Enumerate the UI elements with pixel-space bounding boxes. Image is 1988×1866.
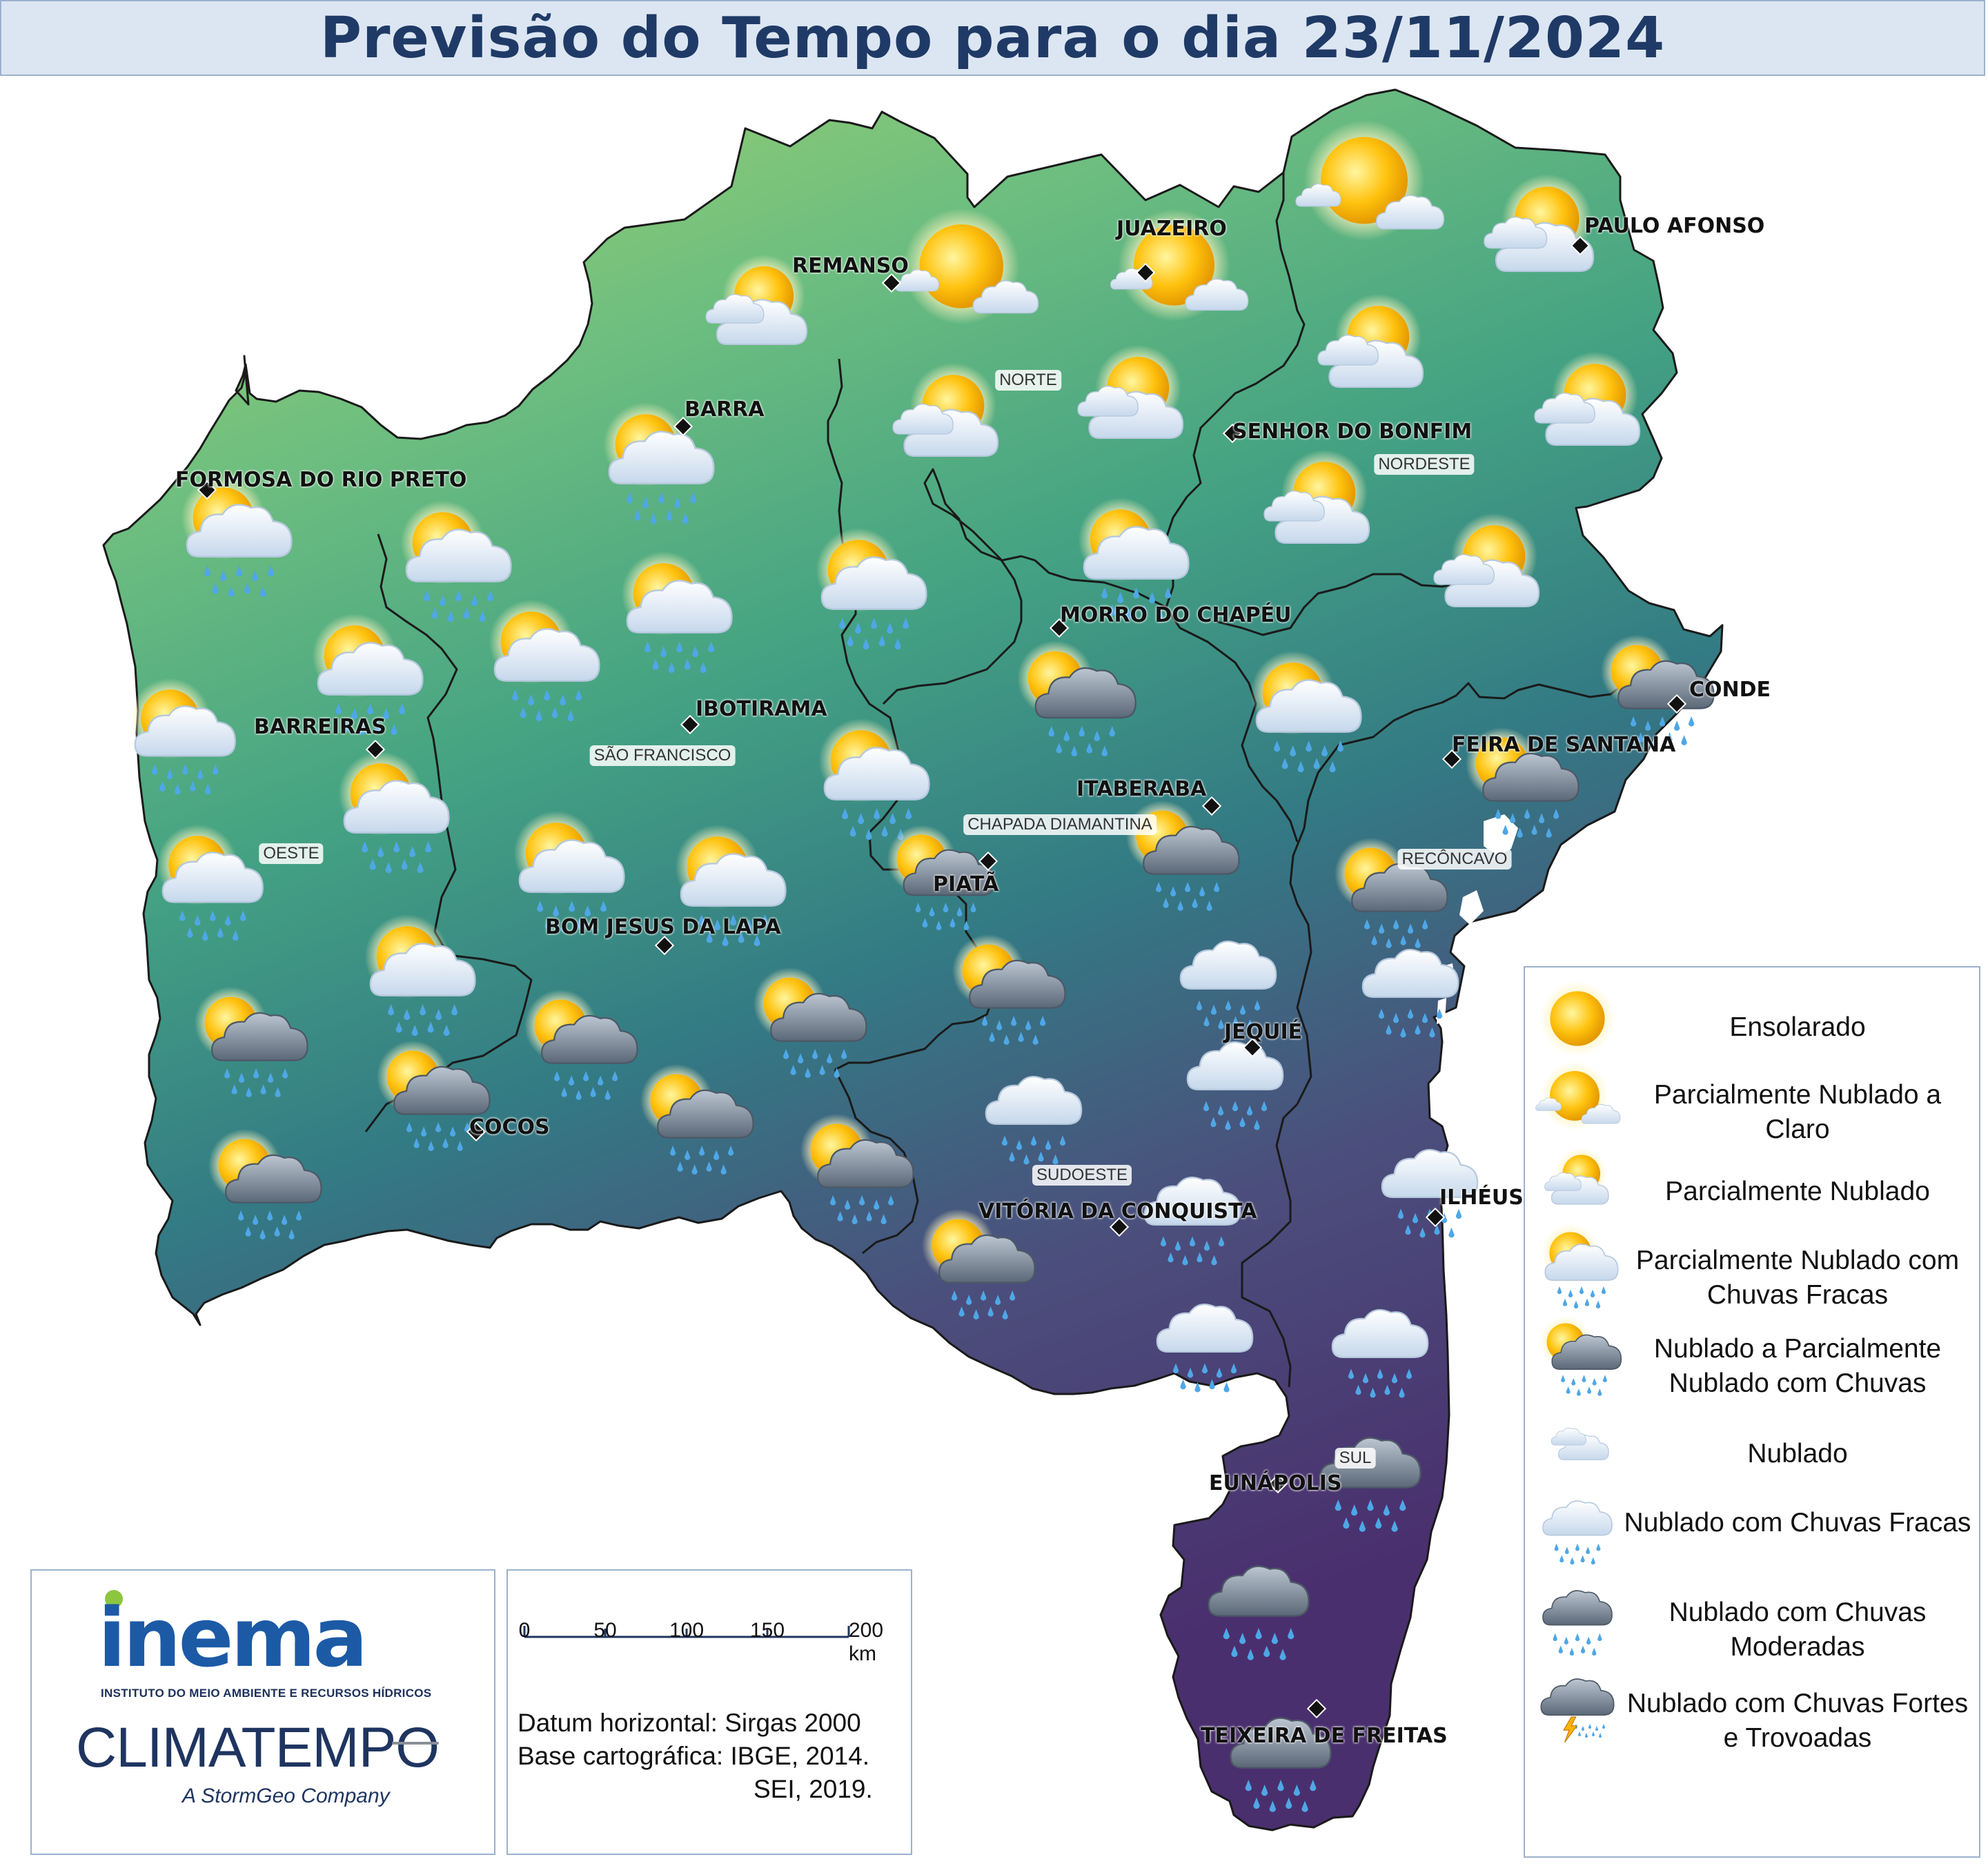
cloudy-light-rain-icon <box>1543 1501 1612 1564</box>
cloudy-moderate-rain-icon <box>1543 1591 1612 1656</box>
city-label: COCOS <box>469 1115 550 1139</box>
city-marker <box>1135 262 1156 283</box>
city-marker <box>1242 1037 1263 1058</box>
city-label: ITABERABA <box>1076 777 1207 801</box>
base-cartografica-line-2: SEI, 2019. <box>754 1775 873 1803</box>
scale-tick-label: 200 km <box>849 1619 884 1665</box>
city-label: CONDE <box>1689 678 1771 702</box>
city-label: FORMOSA DO RIO PRETO <box>175 468 467 492</box>
scale-tick-label: 0 <box>518 1619 531 1642</box>
legend-label: Nublado a Parcialmente Nublado com Chuva… <box>1653 1334 1942 1398</box>
city-label: VITÓRIA DA CONQUISTA <box>978 1199 1257 1224</box>
legend-label: Parcialmente Nublado com Chuvas Fracas <box>1635 1246 1960 1310</box>
city-marker <box>1425 1207 1446 1228</box>
climatempo-swoosh <box>392 1742 439 1745</box>
city-marker <box>1441 749 1462 769</box>
cloudy-icon <box>1551 1428 1608 1460</box>
region-label: SÃO FRANCISCO <box>589 745 736 766</box>
storm-icon <box>1541 1679 1613 1742</box>
legend-label: Ensolarado <box>1729 1012 1866 1042</box>
scale-bar <box>523 1626 850 1638</box>
city-marker <box>197 480 217 500</box>
partly-cloudy-light-rain-icon <box>1542 1224 1618 1309</box>
city-label: MORRO DO CHAPÉU <box>1060 603 1292 627</box>
city-marker <box>680 714 700 735</box>
region-label: RECÔNCAVO <box>1397 849 1512 870</box>
city-label: EUNÁPOLIS <box>1209 1471 1342 1495</box>
city-marker <box>1109 1217 1130 1237</box>
city-label: JEQUIÉ <box>1224 1020 1303 1044</box>
city-marker <box>673 416 693 437</box>
city-marker <box>466 1121 486 1142</box>
page-title: Previsão do Tempo para o dia 23/11/2024 <box>319 6 1666 71</box>
city-label: JUAZEIRO <box>1116 217 1227 241</box>
legend: Ensolarado Parcialmente Nublado a Claro Pa… <box>1524 966 1980 1858</box>
city-markers <box>197 235 1687 1719</box>
climatempo-logo: CLIMATEMPO <box>76 1716 440 1779</box>
datum-line: Datum horizontal: Sirgas 2000 <box>518 1709 861 1737</box>
city-marker <box>978 851 998 872</box>
inema-subtitle: INSTITUTO DO MEIO AMBIENTE E RECURSOS HÍ… <box>101 1687 432 1700</box>
city-label: PIATÃ <box>933 872 999 896</box>
mostly-clear-icon <box>1535 1061 1620 1130</box>
city-label: TEIXEIRA DE FREITAS <box>1201 1724 1448 1748</box>
region-label: CHAPADA DIAMANTINA <box>963 814 1157 835</box>
scale-tick-label: 50 <box>593 1619 617 1642</box>
sunny-icon <box>1539 981 1615 1057</box>
city-label: SENHOR DO BONFIM <box>1232 420 1473 444</box>
city-marker <box>1222 423 1243 444</box>
base-cartografica-line: Base cartográfica: IBGE, 2014. <box>518 1742 870 1770</box>
city-marker <box>1049 618 1070 638</box>
scale-and-datum-panel: 0 50 100 150 200 km Datum horizontal: Si… <box>506 1569 912 1855</box>
city-marker <box>881 273 902 293</box>
region-label: SUL <box>1335 1448 1376 1469</box>
city-label: BARRA <box>685 397 765 422</box>
city-label: BOM JESUS DA LAPA <box>545 915 781 939</box>
region-label: NORDESTE <box>1374 454 1475 475</box>
logo-panel: inema INSTITUTO DO MEIO AMBIENTE E RECUR… <box>30 1569 495 1855</box>
city-label: REMANSO <box>792 254 909 278</box>
region-label: OESTE <box>259 843 324 864</box>
partly-cloudy-icon <box>1545 1148 1608 1204</box>
city-marker <box>1268 1473 1288 1494</box>
city-marker <box>1666 694 1687 714</box>
region-label: SUDOESTE <box>1032 1165 1132 1186</box>
title-bar: Previsão do Tempo para o dia 23/11/2024 <box>0 0 1985 76</box>
legend-label: Parcialmente Nublado a Claro <box>1653 1080 1942 1144</box>
region-label: NORTE <box>995 370 1061 391</box>
city-label: PAULO AFONSO <box>1584 214 1765 238</box>
cloudy-sun-rain-icon <box>1539 1316 1621 1396</box>
legend-label: Nublado com Chuvas Moderadas <box>1669 1598 1927 1662</box>
legend-label: Parcialmente Nublado <box>1665 1177 1930 1206</box>
scale-tick-label: 150 <box>749 1619 785 1642</box>
city-marker <box>1570 235 1591 256</box>
region-borders <box>364 173 1654 1388</box>
city-label: BARREIRAS <box>254 715 386 739</box>
city-label: FEIRA DE SANTANA <box>1452 733 1676 757</box>
city-marker <box>1201 796 1222 816</box>
legend-label: Nublado com Chuvas Fracas <box>1624 1508 1971 1538</box>
city-marker <box>1306 1698 1327 1719</box>
legend-label: Nublado com Chuvas Fortes e Trovoadas <box>1626 1689 1969 1753</box>
city-label: IBOTIRAMA <box>696 697 827 721</box>
city-marker <box>365 739 386 760</box>
inema-dot <box>105 1590 123 1608</box>
city-label: ILHÉUS <box>1439 1186 1524 1210</box>
city-marker <box>654 935 675 956</box>
scale-tick-label: 100 <box>669 1619 705 1642</box>
climatempo-tagline: A StormGeo Company <box>182 1785 390 1807</box>
legend-label: Nublado <box>1747 1439 1848 1469</box>
inema-logo: inema <box>98 1590 368 1685</box>
